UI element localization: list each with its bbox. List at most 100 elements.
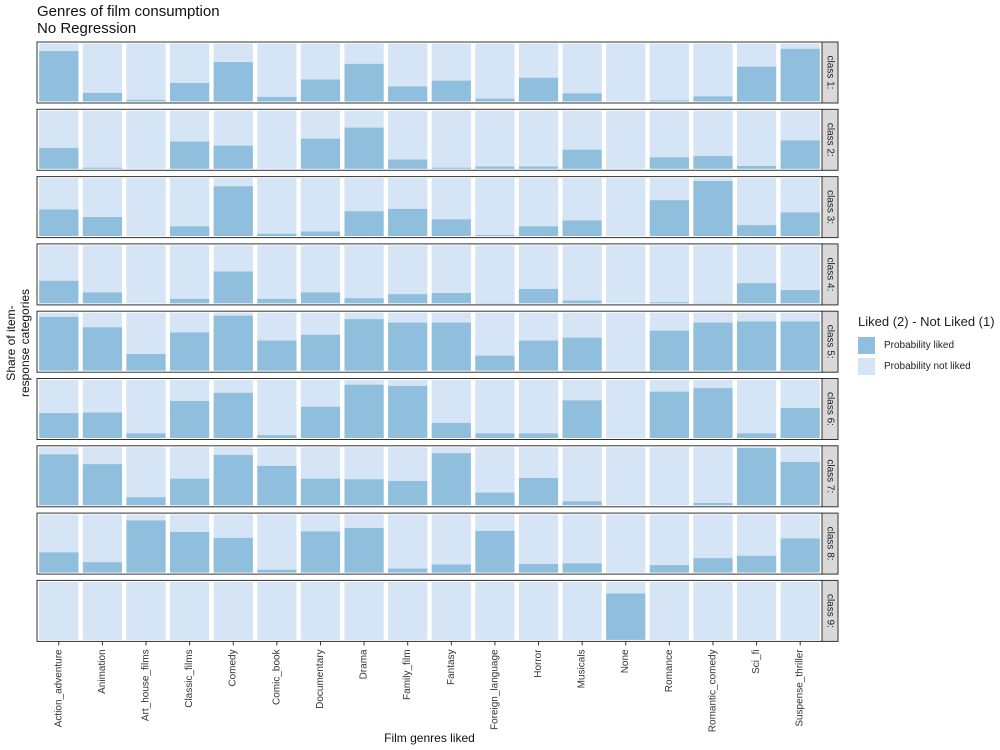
bar-liked	[518, 340, 559, 371]
bar-liked	[475, 530, 515, 573]
bar-liked	[344, 479, 384, 506]
bar-liked	[257, 465, 297, 506]
bar-liked	[388, 86, 428, 102]
bar-not-liked	[475, 514, 515, 531]
bar-not-liked	[82, 110, 123, 168]
bar-not-liked	[170, 514, 210, 532]
bar-not-liked	[606, 581, 646, 594]
bar-not-liked	[126, 581, 166, 640]
bar-liked	[82, 412, 123, 438]
bar-liked	[213, 145, 253, 169]
bar-not-liked	[82, 447, 123, 465]
bar-not-liked	[388, 514, 428, 569]
x-tick-label: Romantic_comedy	[707, 649, 718, 732]
bar-liked	[475, 98, 515, 102]
bar-liked	[562, 501, 602, 506]
bar-liked	[388, 322, 428, 371]
facet-strip	[821, 108, 839, 171]
bar-not-liked	[170, 43, 210, 83]
bar-not-liked	[388, 380, 428, 386]
bar-not-liked	[606, 312, 646, 371]
bar-not-liked	[257, 514, 297, 570]
bar-liked	[518, 433, 559, 438]
bar-not-liked	[388, 43, 428, 87]
bar-not-liked	[82, 581, 123, 640]
bar-liked	[344, 298, 384, 304]
x-tick-label: Foreign_language	[489, 649, 500, 730]
bar-not-liked	[82, 380, 123, 413]
bar-not-liked	[431, 245, 471, 293]
facet-strip	[821, 243, 839, 306]
legend-label-liked: Probability liked	[884, 340, 955, 351]
bar-not-liked	[780, 178, 820, 213]
bar-not-liked	[736, 447, 777, 448]
facet-panel	[36, 579, 823, 642]
bar-not-liked	[562, 380, 602, 401]
bar-not-liked	[780, 312, 820, 322]
bar-not-liked	[562, 245, 602, 301]
bar-liked	[213, 315, 253, 371]
bar-liked	[693, 96, 733, 102]
bar-not-liked	[344, 380, 384, 385]
x-tick-label: Horror	[533, 649, 544, 678]
bar-liked	[475, 355, 515, 371]
bar-not-liked	[736, 43, 777, 67]
x-tick-label: Action_adventure	[53, 649, 64, 727]
bar-not-liked	[213, 245, 253, 272]
bar-not-liked	[649, 581, 689, 640]
bar-liked	[475, 433, 515, 438]
bar-not-liked	[475, 380, 515, 434]
bar-liked	[693, 322, 733, 371]
bar-liked	[649, 100, 689, 102]
bar-liked	[300, 531, 341, 573]
bar-liked	[257, 298, 297, 304]
bar-not-liked	[300, 110, 341, 139]
bar-not-liked	[518, 43, 559, 78]
bar-not-liked	[170, 312, 210, 333]
bar-liked	[780, 461, 820, 506]
bar-not-liked	[693, 43, 733, 97]
bar-liked	[126, 353, 166, 371]
x-tick-label: Art_house_films	[141, 649, 152, 721]
bar-not-liked	[300, 43, 341, 80]
bar-liked	[39, 51, 79, 102]
bar-liked	[300, 79, 341, 102]
bar-not-liked	[257, 312, 297, 341]
bar-not-liked	[736, 514, 777, 556]
x-tick-label: Drama	[359, 649, 370, 679]
bar-not-liked	[431, 110, 471, 168]
bar-not-liked	[126, 178, 166, 237]
bar-not-liked	[736, 110, 777, 166]
bar-liked	[431, 422, 471, 438]
bar-not-liked	[388, 581, 428, 640]
bar-liked	[300, 138, 341, 169]
facet-strip	[821, 310, 839, 373]
bar-not-liked	[606, 447, 646, 506]
bar-liked	[562, 563, 602, 573]
bar-not-liked	[431, 312, 471, 323]
bar-not-liked	[39, 245, 79, 281]
bar-liked	[388, 385, 428, 438]
bar-not-liked	[344, 447, 384, 480]
bar-liked	[562, 337, 602, 371]
bar-liked	[475, 234, 515, 237]
bar-not-liked	[39, 581, 79, 640]
bar-not-liked	[736, 312, 777, 322]
bar-liked	[126, 520, 166, 573]
bar-liked	[344, 211, 384, 237]
bar-liked	[170, 226, 210, 237]
bar-not-liked	[606, 43, 646, 102]
bar-not-liked	[562, 312, 602, 338]
bar-not-liked	[300, 380, 341, 407]
bar-not-liked	[518, 245, 559, 289]
bar-liked	[562, 220, 602, 237]
bar-not-liked	[475, 43, 515, 99]
bar-liked	[344, 384, 384, 438]
bar-liked	[388, 568, 428, 573]
bar-not-liked	[170, 110, 210, 142]
bar-not-liked	[300, 178, 341, 232]
bar-not-liked	[780, 447, 820, 462]
bar-not-liked	[300, 245, 341, 293]
bar-not-liked	[562, 514, 602, 564]
bar-not-liked	[518, 514, 559, 564]
